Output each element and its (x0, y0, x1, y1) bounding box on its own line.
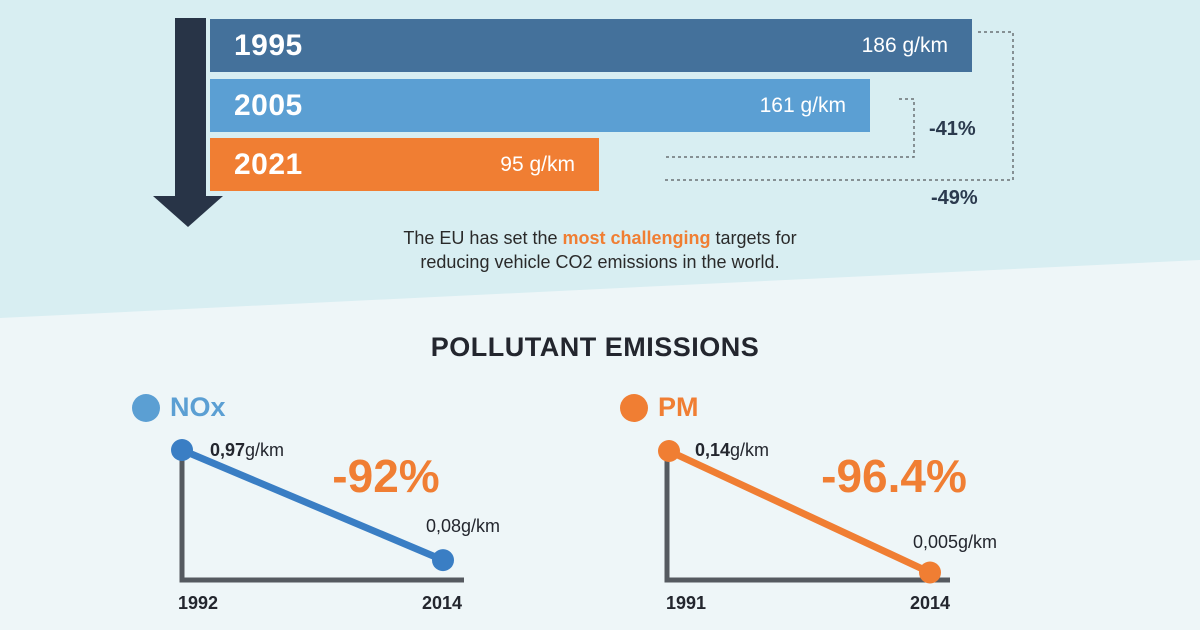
reduction-49-label: -49% (931, 187, 978, 209)
nox-start-label: 0,97g/km (210, 440, 284, 460)
bar-value-label: 186 g/km (861, 33, 948, 57)
nox-point-end (432, 549, 454, 572)
pm-legend-label: PM (658, 392, 699, 422)
bar-year-label: 2021 (234, 147, 303, 181)
bar-2005: 2005 161 g/km (210, 79, 870, 132)
bracket-49 (664, 31, 1014, 181)
nox-axis (179, 452, 464, 583)
pm-chart: 0,14g/km 0,005g/km -96.4% 1991 2014 (658, 440, 997, 613)
nox-start-unit: g/km (245, 440, 284, 460)
pm-change-label: -96.4% (821, 450, 967, 502)
pm-start-unit: g/km (730, 440, 769, 460)
pm-start-value: 0,14 (695, 440, 730, 460)
nox-legend-label: NOx (170, 392, 226, 422)
pm-x-tick-start: 1991 (666, 593, 706, 613)
bar-year-label: 1995 (234, 28, 303, 62)
reduction-41-label: -41% (929, 118, 976, 140)
nox-start-value: 0,97 (210, 440, 245, 460)
nox-chart: 0,97g/km 0,08g/km -92% 1992 2014 (171, 439, 500, 613)
caption-highlight: most challenging (562, 228, 711, 248)
nox-x-tick-start: 1992 (178, 593, 218, 613)
bar-value-label: 95 g/km (500, 152, 575, 176)
bar-value-label: 161 g/km (759, 93, 846, 117)
nox-series-line (178, 446, 447, 564)
nox-end-label: 0,08g/km (426, 516, 500, 536)
down-arrow-head (153, 196, 223, 227)
bracket-41 (664, 98, 915, 158)
nox-x-tick-end: 2014 (422, 593, 462, 613)
bar-1995: 1995 186 g/km (210, 19, 972, 72)
pm-point-end (919, 561, 941, 584)
caption-line2: reducing vehicle CO2 emissions in the wo… (420, 252, 780, 272)
legend-nox: NOx (132, 392, 226, 423)
caption-after: targets for (710, 228, 797, 248)
bar-2021: 2021 95 g/km (210, 138, 599, 191)
section-title: POLLUTANT EMISSIONS (430, 332, 760, 362)
down-arrow-shaft (175, 18, 206, 198)
nox-change-label: -92% (332, 450, 439, 502)
co2-chart-decor (153, 18, 1014, 227)
pm-dot-icon (620, 393, 648, 422)
bar-year-label: 2005 (234, 88, 303, 122)
pm-x-tick-end: 2014 (910, 593, 950, 613)
nox-dot-icon (132, 393, 160, 422)
legend-pm: PM (620, 392, 699, 423)
caption: The EU has set the most challenging targ… (300, 226, 900, 274)
nox-point-start (171, 439, 193, 461)
pm-axis (664, 452, 950, 583)
pm-point-start (658, 440, 680, 462)
pm-series-line (665, 447, 934, 576)
pm-start-label: 0,14g/km (695, 440, 769, 460)
pm-end-label: 0,005g/km (913, 532, 997, 552)
caption-before: The EU has set the (403, 228, 563, 248)
